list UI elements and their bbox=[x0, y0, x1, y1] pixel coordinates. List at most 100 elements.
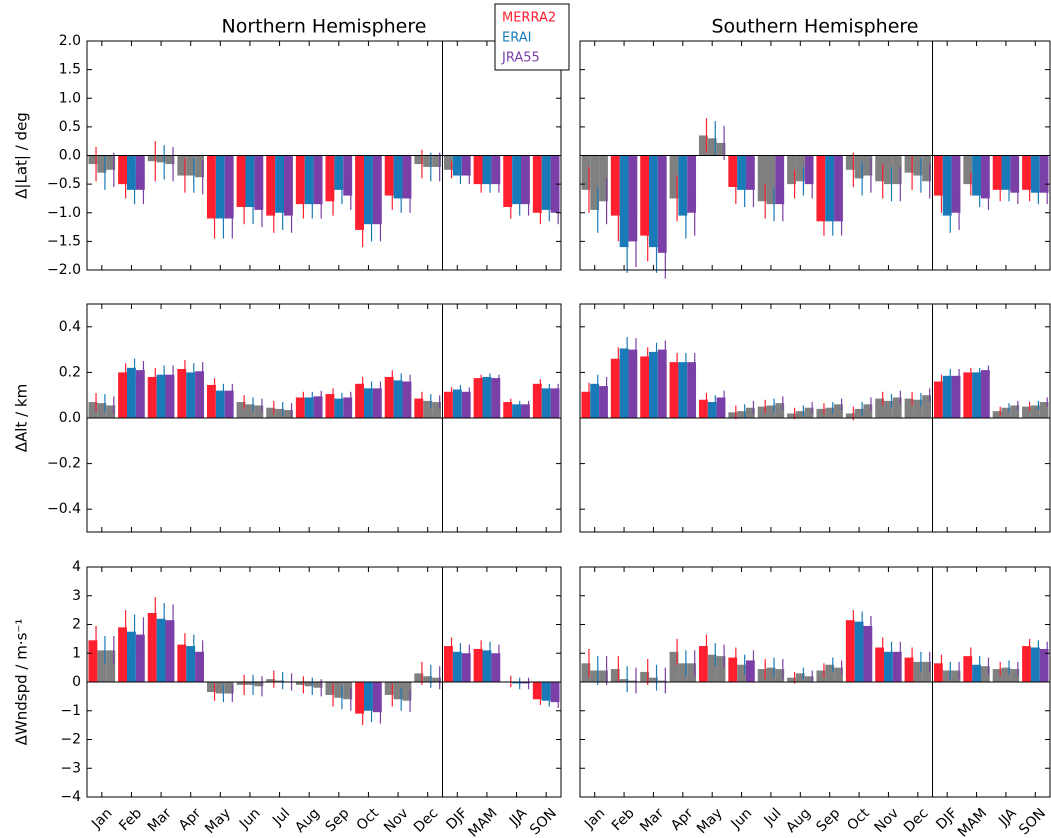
bar bbox=[266, 407, 276, 418]
bar bbox=[933, 381, 943, 418]
bar bbox=[963, 372, 973, 418]
bar bbox=[628, 155, 638, 242]
bar bbox=[863, 155, 873, 176]
bar bbox=[816, 155, 826, 222]
bar bbox=[254, 405, 264, 418]
bar bbox=[1001, 667, 1011, 682]
y-tick-label: −2.0 bbox=[47, 262, 81, 278]
bar bbox=[963, 656, 973, 682]
bar bbox=[491, 653, 501, 682]
bar bbox=[372, 388, 382, 418]
bar bbox=[414, 155, 424, 165]
bar bbox=[147, 155, 157, 162]
bar bbox=[482, 650, 492, 682]
bar bbox=[355, 383, 364, 418]
bar bbox=[619, 348, 629, 418]
bar bbox=[1022, 155, 1031, 190]
bar bbox=[942, 375, 952, 418]
bar bbox=[423, 676, 433, 682]
y-axis-label: Δ|Lat| / deg bbox=[13, 112, 31, 199]
y-tick-label: −1 bbox=[60, 703, 81, 719]
bar bbox=[432, 677, 442, 682]
bar bbox=[757, 669, 767, 682]
bar bbox=[875, 647, 885, 682]
bar bbox=[1010, 405, 1020, 418]
panel-title: Southern Hemisphere bbox=[711, 16, 918, 38]
bar bbox=[884, 651, 893, 682]
bar bbox=[224, 390, 234, 418]
bar bbox=[1039, 402, 1049, 418]
y-tick-label: 3 bbox=[72, 588, 81, 604]
bar bbox=[795, 411, 805, 418]
bar bbox=[834, 667, 843, 682]
bar bbox=[313, 682, 323, 688]
bar bbox=[834, 155, 843, 222]
bar bbox=[97, 650, 107, 682]
bar bbox=[775, 155, 785, 205]
bar bbox=[343, 155, 353, 196]
x-tick-label: Apr bbox=[668, 805, 697, 834]
bar bbox=[177, 368, 187, 418]
bar bbox=[432, 402, 442, 418]
bar bbox=[165, 620, 175, 682]
bar bbox=[355, 155, 364, 230]
bar bbox=[304, 397, 314, 418]
bar bbox=[649, 155, 658, 248]
bar bbox=[384, 155, 394, 196]
y-tick-label: 4 bbox=[72, 559, 81, 575]
bar bbox=[135, 155, 145, 190]
x-tick-label: Jul bbox=[761, 805, 785, 829]
bar bbox=[992, 155, 1002, 190]
bar bbox=[640, 155, 650, 236]
bar bbox=[649, 677, 658, 682]
bar bbox=[423, 400, 433, 418]
bar bbox=[854, 621, 864, 682]
y-tick-label: 0.0 bbox=[59, 410, 81, 426]
bar bbox=[628, 680, 638, 682]
y-tick-label: 2 bbox=[72, 617, 81, 633]
bar bbox=[414, 398, 424, 418]
bar bbox=[804, 407, 814, 418]
bar bbox=[892, 397, 902, 418]
bar bbox=[913, 661, 923, 682]
bar bbox=[334, 155, 344, 190]
bar bbox=[904, 398, 914, 418]
x-tick-label: Jun bbox=[728, 805, 755, 832]
bar bbox=[787, 155, 796, 185]
bar bbox=[186, 155, 196, 176]
bar bbox=[1030, 405, 1040, 418]
x-tick-label: Aug bbox=[783, 805, 814, 836]
bar bbox=[875, 398, 885, 418]
bar bbox=[716, 142, 726, 156]
bar bbox=[325, 394, 335, 418]
bar bbox=[963, 155, 973, 185]
bar bbox=[165, 155, 175, 165]
x-tick-label: Apr bbox=[176, 805, 205, 834]
bar bbox=[863, 625, 873, 682]
x-tick-label: Dec bbox=[411, 805, 441, 835]
bar bbox=[640, 671, 650, 682]
bar bbox=[687, 663, 697, 682]
bar bbox=[590, 155, 600, 210]
bar bbox=[266, 679, 276, 682]
bar bbox=[581, 391, 591, 418]
x-tick-label: SON bbox=[1016, 805, 1049, 838]
bar bbox=[737, 664, 746, 682]
bar bbox=[669, 362, 679, 418]
bar bbox=[195, 371, 205, 418]
bar bbox=[884, 400, 893, 418]
bar bbox=[787, 677, 796, 682]
bar bbox=[980, 370, 990, 418]
bar bbox=[118, 372, 127, 418]
bar bbox=[816, 670, 826, 682]
bar bbox=[532, 383, 542, 418]
bar bbox=[295, 397, 305, 418]
y-tick-label: −1.5 bbox=[47, 233, 81, 249]
bar bbox=[698, 399, 708, 418]
y-tick-label: −0.5 bbox=[47, 176, 81, 192]
bar bbox=[156, 618, 166, 682]
bar bbox=[215, 155, 225, 219]
x-tick-label: Jul bbox=[269, 805, 293, 829]
bar bbox=[678, 155, 688, 216]
bar bbox=[254, 682, 264, 687]
